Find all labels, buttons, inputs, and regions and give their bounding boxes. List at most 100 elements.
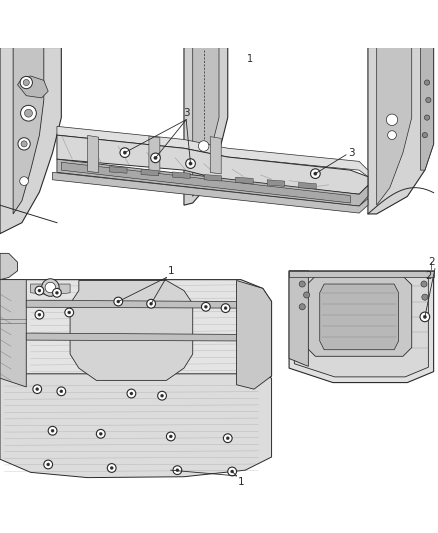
Circle shape [198,141,209,151]
Polygon shape [289,271,308,366]
Polygon shape [236,177,253,184]
Text: 2: 2 [425,271,431,281]
Circle shape [151,153,160,163]
Circle shape [99,432,102,435]
Circle shape [42,279,59,296]
Circle shape [314,172,317,175]
Polygon shape [70,280,193,381]
Circle shape [228,467,237,476]
Polygon shape [26,333,237,341]
Circle shape [426,98,431,103]
Circle shape [420,312,430,322]
Circle shape [149,302,152,305]
Polygon shape [0,280,26,387]
Polygon shape [0,280,272,399]
Circle shape [110,466,113,470]
Circle shape [20,76,32,88]
Circle shape [130,392,133,395]
Polygon shape [267,180,285,187]
Polygon shape [184,47,228,205]
FancyBboxPatch shape [16,145,39,160]
Circle shape [224,306,227,310]
Circle shape [21,106,36,121]
Circle shape [45,282,56,293]
Circle shape [166,432,175,441]
Polygon shape [13,47,44,214]
Circle shape [46,463,49,466]
Polygon shape [57,135,368,194]
Polygon shape [31,284,70,295]
Text: 1: 1 [247,54,253,64]
Ellipse shape [16,126,28,135]
Polygon shape [307,276,412,356]
Circle shape [38,313,41,316]
Polygon shape [193,47,219,197]
Polygon shape [210,136,221,174]
Circle shape [33,385,42,393]
Text: 1: 1 [237,477,244,487]
Circle shape [44,460,53,469]
Circle shape [299,304,305,310]
Circle shape [201,302,210,311]
Text: 3: 3 [183,108,190,118]
Polygon shape [173,172,190,179]
Circle shape [114,297,123,306]
Circle shape [38,289,41,292]
Circle shape [48,426,57,435]
Circle shape [231,470,234,473]
Circle shape [388,131,396,140]
Circle shape [423,315,427,319]
Circle shape [127,389,136,398]
Circle shape [424,80,430,85]
Polygon shape [57,159,368,206]
Polygon shape [110,167,127,173]
Circle shape [422,294,428,300]
Circle shape [221,304,230,312]
Polygon shape [204,174,222,181]
Circle shape [422,133,427,138]
Circle shape [57,387,66,395]
Circle shape [117,300,120,303]
Circle shape [154,156,157,159]
Circle shape [107,464,116,472]
Circle shape [176,469,179,472]
Circle shape [25,109,32,117]
Polygon shape [57,126,368,177]
FancyBboxPatch shape [191,101,212,128]
Polygon shape [26,300,237,308]
Polygon shape [289,271,434,383]
Polygon shape [237,280,272,389]
Circle shape [18,138,30,150]
Circle shape [421,281,427,287]
Circle shape [147,300,155,308]
Circle shape [60,390,63,393]
Polygon shape [53,172,368,213]
Circle shape [23,79,29,86]
Circle shape [204,305,208,308]
Circle shape [35,310,44,319]
Circle shape [311,169,320,179]
Circle shape [36,387,39,391]
Polygon shape [294,276,428,377]
Polygon shape [88,135,99,173]
Circle shape [96,430,105,438]
Circle shape [55,291,59,294]
Circle shape [169,435,172,438]
Circle shape [20,177,28,185]
Circle shape [226,437,230,440]
Polygon shape [368,47,434,214]
Circle shape [123,151,127,155]
Polygon shape [377,47,412,205]
Text: 2: 2 [428,257,435,268]
Circle shape [386,114,398,125]
Polygon shape [0,47,61,233]
Circle shape [35,286,44,295]
Circle shape [158,391,166,400]
Polygon shape [18,76,48,98]
Circle shape [21,141,27,147]
Circle shape [223,434,232,442]
Polygon shape [420,47,434,170]
Circle shape [299,281,305,287]
Polygon shape [61,162,350,203]
Circle shape [53,288,61,297]
